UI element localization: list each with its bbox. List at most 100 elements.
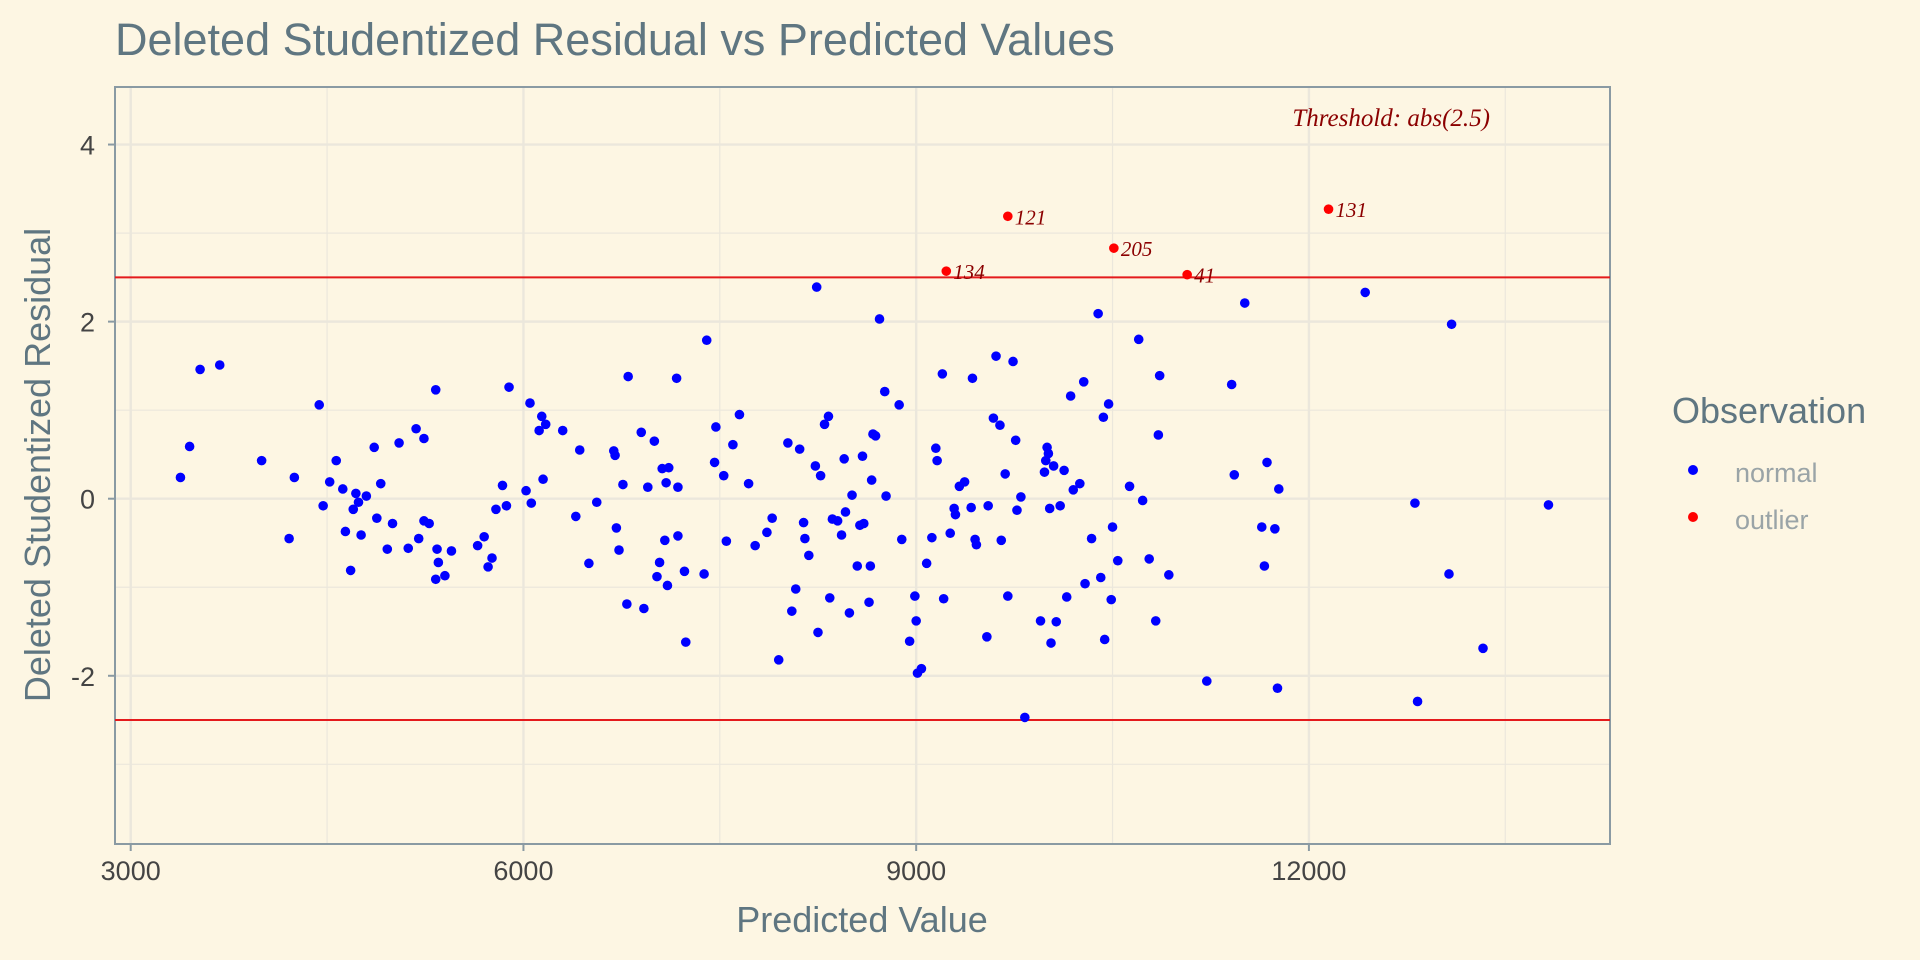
normal-point [1044,503,1055,514]
normal-point [382,544,393,554]
normal-point [811,282,822,292]
normal-point [654,557,665,568]
normal-point [574,445,585,455]
normal-point [1272,683,1283,693]
normal-point [762,527,772,538]
normal-point [636,427,647,438]
normal-point [1106,594,1117,605]
normal-point [1093,308,1103,319]
normal-point [1035,616,1046,626]
normal-point [536,411,547,422]
normal-point [734,409,745,420]
normal-point [540,419,551,430]
normal-point [661,477,671,488]
normal-point [375,478,386,489]
normal-point [773,655,784,665]
normal-point [844,608,855,618]
normal-point [525,398,535,408]
normal-point [1154,370,1165,381]
normal-point [1360,287,1370,298]
normal-point [175,472,186,483]
normal-point [491,504,501,515]
x-tick-label: 9000 [886,856,946,886]
normal-point [988,413,999,423]
normal-point [614,545,624,555]
normal-point [337,484,348,494]
normal-point [351,488,361,499]
normal-point [472,540,483,551]
normal-point [800,533,810,544]
normal-point [819,419,830,430]
normal-point [1059,465,1069,476]
outlier-point [1323,204,1334,214]
normal-point [728,439,738,450]
normal-point [881,491,891,501]
normal-point [1273,484,1284,494]
normal-point [1410,498,1420,508]
normal-point [557,425,568,436]
normal-point [991,351,1001,361]
outlier-label: 131 [1336,198,1368,222]
normal-point [1446,319,1457,330]
normal-point [591,497,602,508]
normal-point [927,532,937,543]
normal-point [284,533,294,544]
normal-point [701,335,712,346]
normal-point [538,474,548,485]
normal-point [699,569,709,579]
normal-point [1107,522,1118,532]
normal-point [879,386,890,397]
normal-point [534,425,544,436]
normal-point [348,504,359,515]
normal-point [904,636,915,647]
normal-point [652,571,662,582]
normal-point [497,480,508,491]
normal-point [195,364,205,375]
normal-point [639,603,649,614]
outlier-points [941,204,1334,280]
x-tick-label: 3000 [101,856,161,886]
normal-point [361,491,372,501]
normal-point [1133,334,1144,345]
normal-point [1103,399,1114,409]
normal-point [504,382,514,392]
normal-point [1226,379,1237,390]
normal-point [430,385,441,395]
normal-point [289,472,300,483]
normal-point [1144,554,1154,564]
normal-point [718,470,729,481]
normal-point [340,526,351,537]
normal-point [983,500,993,511]
normal-point [501,500,512,511]
normal-point [894,400,904,410]
normal-point [1039,467,1050,477]
normal-point [1095,572,1106,583]
major-gridlines [116,88,1609,843]
y-axis: 4 2 0 -2 [71,131,115,692]
normal-point [1008,356,1018,367]
normal-point [1003,591,1013,601]
normal-point [353,497,364,508]
x-tick-label: 12000 [1271,856,1346,886]
normal-point [1150,616,1161,626]
normal-point [813,627,823,638]
normal-point [1000,469,1010,479]
x-axis-title: Predicted Value [736,899,988,940]
normal-point [1016,492,1026,502]
normal-point [870,431,881,441]
threshold-lines [115,276,1610,722]
normal-point [610,450,620,461]
normal-point [660,535,670,546]
normal-point [649,436,660,446]
normal-point [982,632,992,642]
normal-point [721,536,732,546]
normal-point [866,475,877,485]
normal-point [345,565,356,576]
normal-point [709,457,720,468]
normal-point [1086,533,1097,544]
normal-point [643,482,653,492]
normal-point [394,438,404,448]
normal-point [1259,561,1270,571]
legend-key-normal [1688,465,1698,475]
legend-title: Observation [1672,390,1866,431]
